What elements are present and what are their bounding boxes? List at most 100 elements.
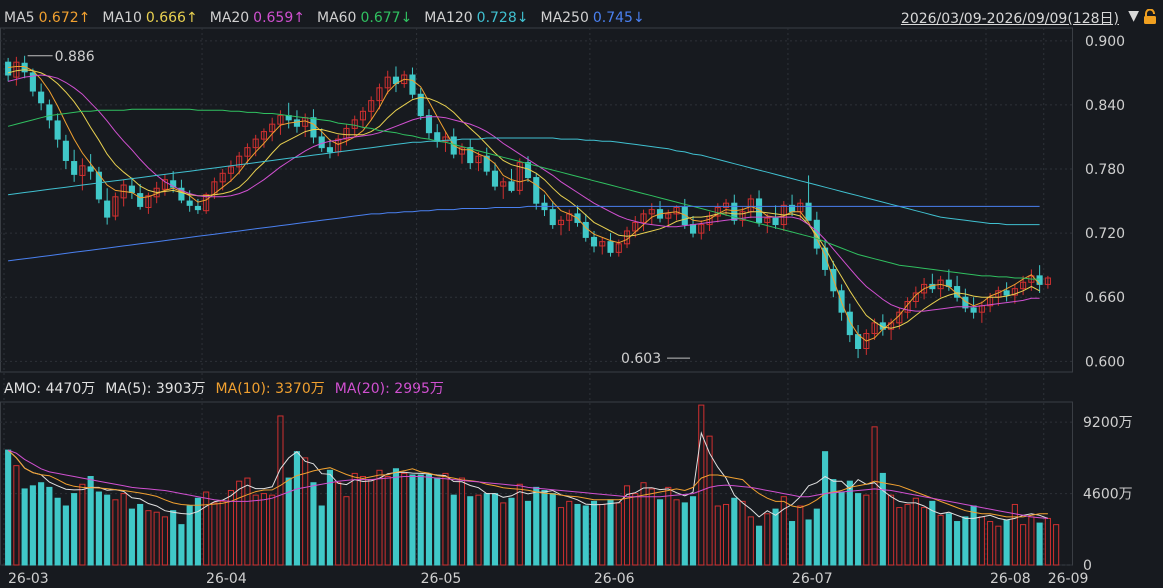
ma-legend-value: 0.745↓ xyxy=(592,10,645,26)
volume-bar xyxy=(376,469,383,566)
volume-bar xyxy=(533,486,540,566)
volume-bar xyxy=(797,505,804,566)
candle-body xyxy=(178,187,185,201)
candle-body xyxy=(582,221,589,238)
candle-body xyxy=(904,300,911,313)
volume-bar xyxy=(368,479,375,566)
volume-bar xyxy=(285,477,292,566)
date-range-selector[interactable]: 2026/03/09-2026/09/09(128日) xyxy=(900,11,1119,27)
ma-line-ma60 xyxy=(7,108,1040,280)
volume-bar xyxy=(434,477,441,566)
volume-bar xyxy=(491,493,499,566)
volume-bar xyxy=(401,472,408,566)
candle-body xyxy=(442,136,449,142)
lock-icon[interactable] xyxy=(1143,8,1157,29)
candle-body xyxy=(277,115,284,125)
volume-bar xyxy=(425,474,433,566)
volume-bar xyxy=(541,489,548,566)
volume-ma-line xyxy=(7,449,1048,519)
ma-legend-label: MA5 xyxy=(4,10,35,26)
chevron-down-icon[interactable]: ▼ xyxy=(1128,8,1139,24)
volume-bar xyxy=(310,482,317,566)
candle-body xyxy=(698,224,705,234)
volume-bar xyxy=(904,503,911,566)
ma-line-ma250 xyxy=(8,205,1040,262)
candle-body xyxy=(632,221,639,232)
volume-bar xyxy=(921,507,928,566)
candle-body xyxy=(508,181,515,191)
candle-body xyxy=(549,209,556,226)
volume-bar xyxy=(335,482,342,566)
volume-bar xyxy=(508,497,515,566)
candle-body xyxy=(376,87,383,102)
volume-bar xyxy=(755,525,763,566)
volume-bar xyxy=(359,476,367,566)
volume-bar xyxy=(260,493,267,566)
volume-bar xyxy=(112,499,119,566)
volume-bar xyxy=(236,480,243,566)
volume-bar xyxy=(665,486,672,566)
candle-body xyxy=(491,170,499,187)
volume-bar xyxy=(500,502,507,566)
candle-body xyxy=(161,179,168,190)
volume-bar xyxy=(203,491,210,566)
candle-body xyxy=(755,198,763,223)
ma-legend-label: MA120 xyxy=(424,10,473,26)
volume-bar xyxy=(813,508,820,566)
volume-bar xyxy=(1028,516,1035,566)
candle-body xyxy=(739,211,746,221)
candle-body xyxy=(170,180,177,188)
candle-body xyxy=(145,195,152,208)
volume-bar xyxy=(71,493,78,566)
candle-body xyxy=(326,147,334,153)
candle-body xyxy=(46,104,53,121)
candle-body xyxy=(1044,277,1051,285)
candle-body xyxy=(665,213,672,219)
volume-bar xyxy=(409,474,416,566)
volume-bar xyxy=(987,521,994,566)
candle-body xyxy=(128,185,135,194)
candle-body xyxy=(13,61,20,78)
candle-body xyxy=(599,241,606,247)
volume-bar xyxy=(789,521,796,566)
volume-bar xyxy=(293,451,301,566)
volume-bar xyxy=(1053,524,1060,566)
ma-legend-value: 0.672↑ xyxy=(38,10,91,26)
volume-bar xyxy=(574,503,581,566)
candle-body xyxy=(863,333,870,349)
candle-body xyxy=(648,209,655,215)
volume-bar xyxy=(698,404,705,566)
candle-body xyxy=(458,147,466,155)
volume-bar xyxy=(79,483,86,566)
price-tick-label: 0.660 xyxy=(1085,290,1125,306)
volume-bar xyxy=(954,521,961,566)
volume-bar xyxy=(978,516,985,566)
candle-body xyxy=(871,322,878,335)
candle-body xyxy=(1003,290,1010,296)
candle-body xyxy=(533,177,540,204)
low-price-label: 0.603 xyxy=(621,351,661,367)
candle-body xyxy=(71,161,78,175)
candle-body xyxy=(516,162,523,191)
volume-bar xyxy=(780,496,787,566)
price-tick-label: 0.600 xyxy=(1085,354,1125,370)
volume-bar xyxy=(863,494,870,566)
candle-body xyxy=(137,193,144,207)
candle-body xyxy=(351,119,358,129)
ma-legend-label: MA60 xyxy=(316,10,357,26)
volume-bar xyxy=(1003,519,1010,566)
candle-body xyxy=(855,334,862,349)
candle-body xyxy=(607,241,614,253)
ma-legend-value: 0.659↑ xyxy=(253,10,305,26)
volume-bar xyxy=(227,489,234,566)
volume-bar xyxy=(392,468,400,566)
volume-bar xyxy=(104,494,111,566)
candle-body xyxy=(54,120,61,140)
volume-bar xyxy=(731,497,738,566)
candle-body xyxy=(912,292,919,302)
volume-bar xyxy=(384,476,391,566)
candle-body xyxy=(104,200,111,218)
candle-body xyxy=(689,224,697,234)
candle-body xyxy=(434,132,441,142)
